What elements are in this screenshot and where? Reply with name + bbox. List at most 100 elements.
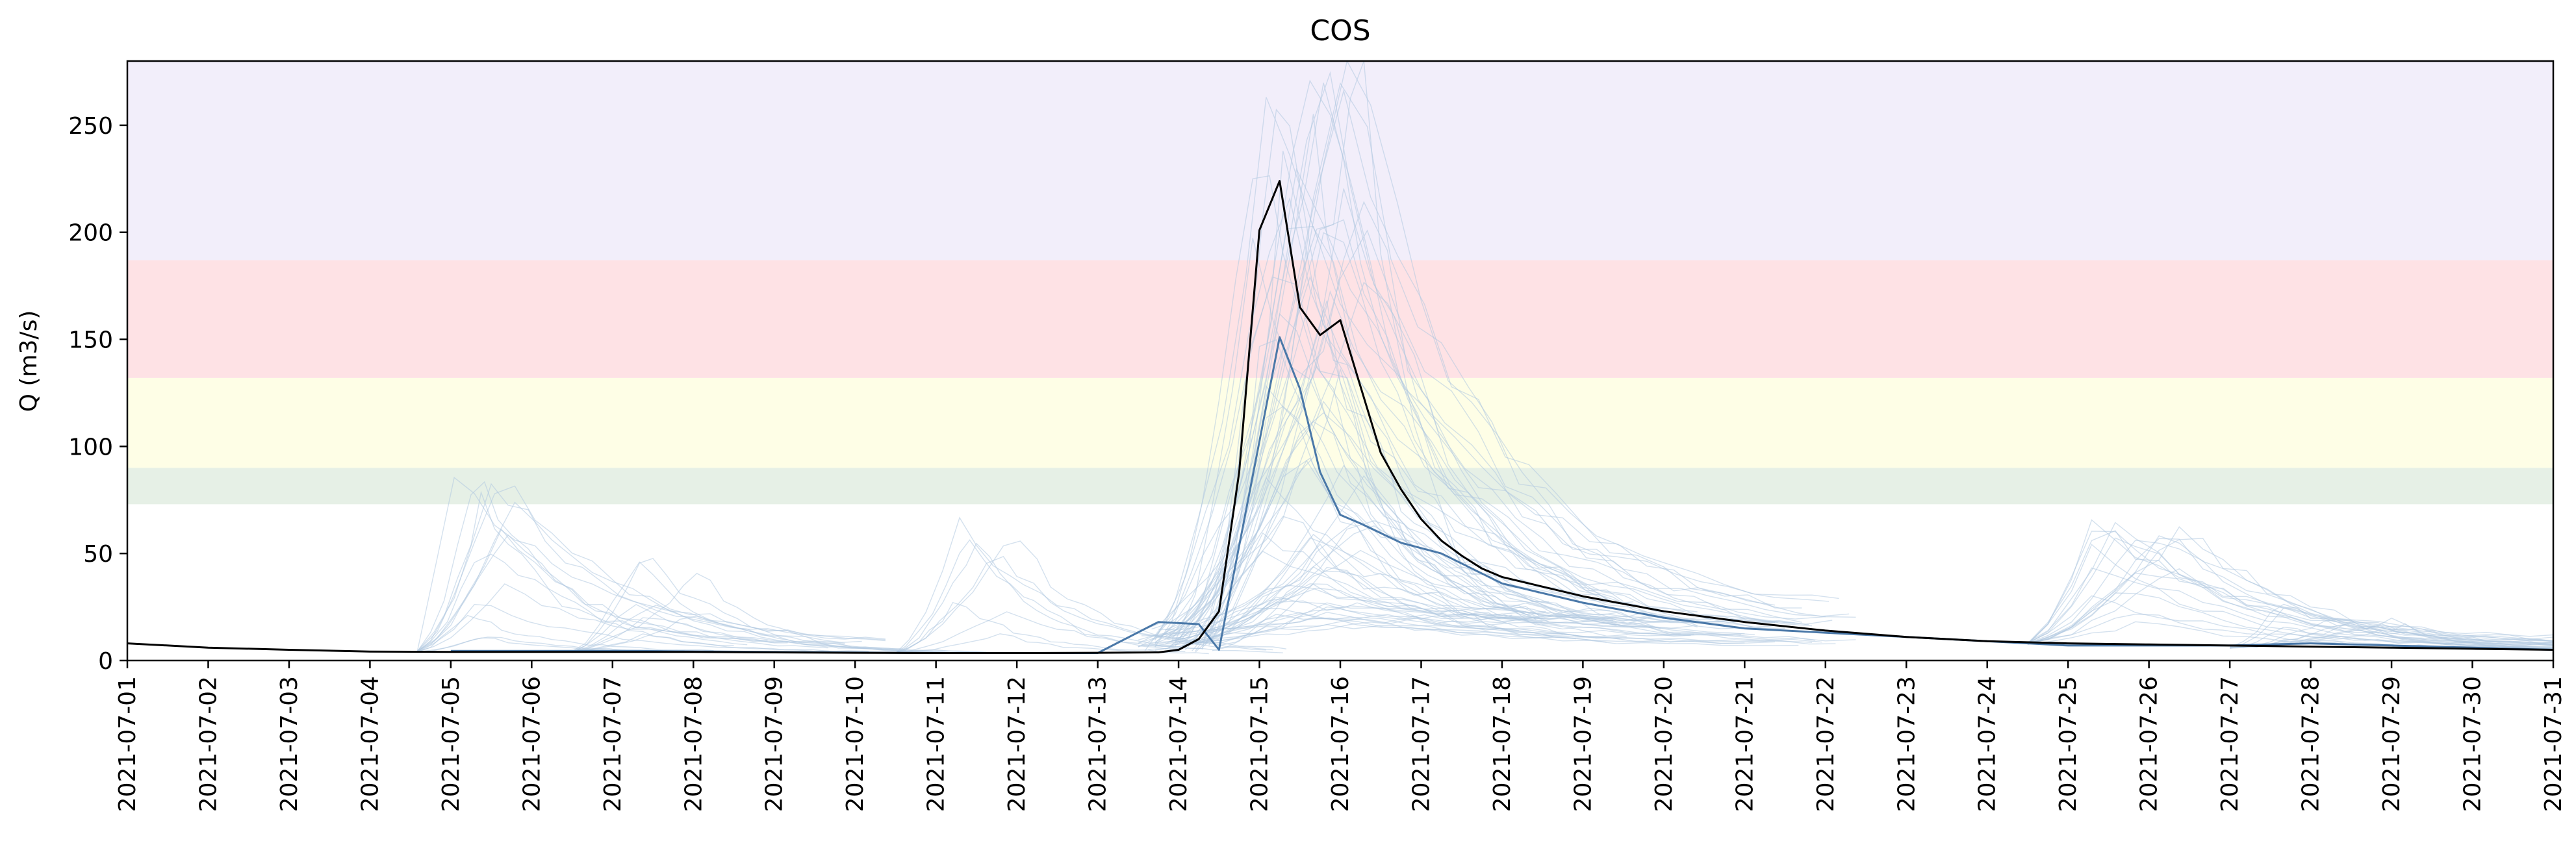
x-tick-label-2021-07-06: 2021-07-06	[518, 676, 545, 812]
ensemble-members	[416, 60, 2554, 655]
x-tick-label-2021-07-31: 2021-07-31	[2540, 676, 2567, 812]
ensemble-line-0	[416, 583, 845, 653]
ensemble-line-114	[2027, 572, 2554, 646]
ensemble-line-1	[416, 490, 734, 653]
y-tick-label-250: 250	[68, 113, 113, 140]
ensemble-line-6	[416, 481, 748, 652]
ensemble-line-75	[1168, 188, 1776, 638]
ensemble-line-89	[1208, 108, 1540, 642]
ensemble-line-112	[2027, 537, 2554, 644]
ensemble-line-118	[2229, 618, 2554, 649]
x-tick-label-2021-07-30: 2021-07-30	[2460, 676, 2486, 812]
ensemble-line-117	[2027, 544, 2554, 649]
ensemble-line-85	[1171, 60, 1776, 639]
ensemble-line-93	[1195, 475, 1698, 644]
ensemble-line-3	[416, 534, 788, 653]
x-tick-label-2021-07-19: 2021-07-19	[1570, 676, 1596, 812]
x-tick-label-2021-07-21: 2021-07-21	[1731, 676, 1758, 812]
ensemble-line-15	[572, 604, 987, 653]
ensemble-line-9	[416, 614, 714, 653]
ensemble-line-10	[416, 477, 886, 653]
x-tick-label-2021-07-05: 2021-07-05	[438, 676, 465, 812]
x-tick-label-2021-07-27: 2021-07-27	[2217, 676, 2243, 812]
threshold-bands	[127, 61, 2553, 505]
ensemble-line-11	[416, 485, 886, 652]
ensemble-line-127	[2229, 603, 2554, 648]
ensemble-line-99	[1138, 516, 1577, 644]
x-tick-label-2021-07-03: 2021-07-03	[276, 676, 303, 812]
ensemble-line-48	[1195, 232, 1634, 653]
y-tick-label-50: 50	[83, 541, 113, 568]
ensemble-line-109	[2027, 531, 2554, 644]
ensemble-line-29	[895, 539, 1203, 653]
x-tick-label-2021-07-11: 2021-07-11	[923, 676, 950, 812]
ensemble-line-65	[1205, 607, 1813, 643]
x-tick-label-2021-07-18: 2021-07-18	[1489, 676, 1516, 812]
plot-frame	[126, 60, 2555, 662]
chart-title: COS	[1310, 14, 1370, 47]
ensemble-line-67	[1154, 175, 1543, 648]
ensemble-line-71	[1138, 365, 1856, 648]
ensemble-line-69	[1182, 596, 1742, 646]
ensemble-line-55	[1148, 614, 1776, 644]
ensemble-line-74	[1154, 97, 1698, 641]
ensemble-line-25	[895, 542, 1179, 654]
ensemble-line-97	[1165, 368, 1519, 650]
x-tick-label-2021-07-24: 2021-07-24	[1974, 676, 2001, 812]
x-tick-label-2021-07-08: 2021-07-08	[680, 676, 707, 812]
x-tick-label-2021-07-25: 2021-07-25	[2055, 676, 2082, 812]
x-tick-label-2021-07-15: 2021-07-15	[1247, 676, 1273, 812]
x-tick-label-2021-07-12: 2021-07-12	[1004, 676, 1030, 812]
ensemble-line-47	[1208, 464, 1677, 639]
x-tick-label-2021-07-28: 2021-07-28	[2298, 676, 2325, 812]
x-tick-label-2021-07-04: 2021-07-04	[357, 676, 383, 812]
ensemble-line-123	[2230, 618, 2554, 649]
ensemble-line-7	[416, 553, 768, 652]
ensemble-line-78	[1205, 151, 1587, 645]
ensemble-line-51	[1165, 457, 1745, 635]
threshold-band-3	[127, 61, 2553, 260]
ensemble-line-19	[572, 561, 899, 652]
y-axis: 0 50 100 150 200 250	[68, 113, 127, 675]
ensemble-line-95	[1179, 622, 1691, 644]
observed-series	[127, 180, 2554, 654]
x-tick-label-2021-07-14: 2021-07-14	[1166, 676, 1192, 812]
ensemble-line-111	[2027, 526, 2554, 645]
ensemble-line-30	[1192, 219, 1711, 651]
ensemble-line-21	[572, 617, 1010, 653]
x-tick-label-2021-07-09: 2021-07-09	[761, 676, 788, 812]
observed-line	[127, 180, 2554, 654]
ensemble-line-81	[1154, 79, 1624, 637]
x-tick-label-2021-07-29: 2021-07-29	[2378, 676, 2405, 812]
ensemble-line-120	[2230, 626, 2554, 648]
x-tick-label-2021-07-17: 2021-07-17	[1409, 676, 1435, 812]
x-tick-label-2021-07-10: 2021-07-10	[842, 676, 869, 812]
ensemble-line-27	[895, 555, 1266, 653]
x-tick-label-2021-07-23: 2021-07-23	[1893, 676, 1920, 812]
ensemble-line-88	[1199, 614, 1614, 637]
ensemble-line-79	[1165, 549, 1755, 640]
ensemble-line-92	[1205, 460, 1809, 634]
ensemble-line-36	[1144, 197, 1640, 651]
y-axis-label: Q (m3/s)	[16, 310, 42, 412]
ensemble-line-59	[1195, 385, 1627, 640]
ensemble-line-57	[1201, 532, 1681, 635]
ensemble-line-122	[2230, 621, 2554, 649]
x-tick-label-2021-07-26: 2021-07-26	[2136, 676, 2163, 812]
ensemble-line-86	[1212, 339, 1590, 635]
y-tick-label-150: 150	[68, 327, 113, 354]
ensemble-line-64	[1215, 566, 1664, 647]
ensemble-line-125	[2230, 623, 2554, 648]
ensemble-line-108	[2027, 519, 2554, 645]
x-tick-label-2021-07-16: 2021-07-16	[1327, 676, 1354, 812]
ensemble-line-94	[1185, 520, 1836, 645]
ensemble-line-104	[2027, 530, 2554, 647]
x-tick-label-2021-07-13: 2021-07-13	[1085, 676, 1112, 812]
ensemble-line-98	[1178, 71, 1698, 633]
ensemble-line-72	[1141, 543, 1620, 640]
ensemble-line-26	[895, 601, 1186, 653]
y-tick-label-200: 200	[68, 220, 113, 247]
ensemble-line-24	[895, 540, 1273, 654]
x-tick-label-2021-07-02: 2021-07-02	[196, 676, 222, 812]
